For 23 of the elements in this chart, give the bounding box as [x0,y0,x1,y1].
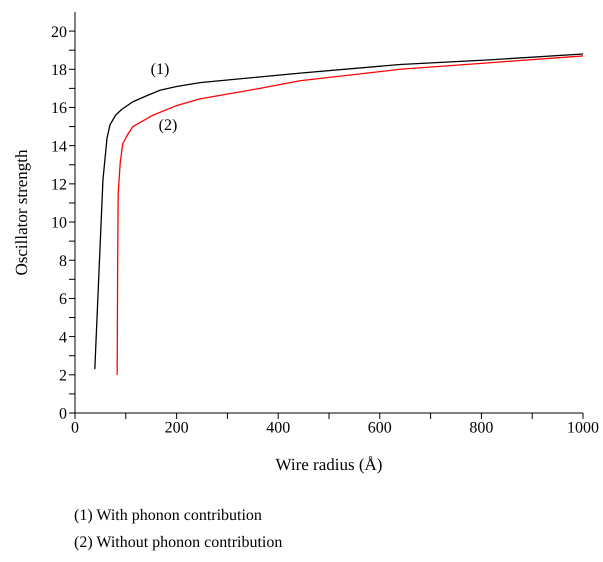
annotation: (2) [158,117,178,135]
annotation: (1) [150,61,170,79]
y-tick-label: 2 [59,367,67,384]
x-tick-label: 200 [164,419,189,436]
x-tick-label: 800 [469,419,494,436]
x-tick-label: 1000 [567,419,599,436]
y-tick-label: 14 [51,138,67,156]
y-axis-title: Oscillator strength [12,148,32,276]
y-tick-label: 6 [59,291,67,308]
x-tick-label: 600 [368,419,392,436]
y-tick-label: 12 [51,176,67,194]
y-tick-label: 16 [51,100,67,118]
y-tick-label: 10 [51,214,67,232]
y-tick-label: 4 [59,329,67,346]
y-tick-label: 0 [59,406,67,423]
y-tick-label: 18 [51,62,67,79]
x-tick-label: 0 [71,419,79,436]
y-tick-label: 20 [51,24,67,41]
y-tick-label: 8 [59,252,67,270]
text: (1) With phonon contribution [74,506,263,526]
x-axis-title: Wire radius (Å) [276,455,382,474]
x-tick-label: 400 [266,419,290,436]
text: (2) Without phonon contribution [74,533,284,553]
